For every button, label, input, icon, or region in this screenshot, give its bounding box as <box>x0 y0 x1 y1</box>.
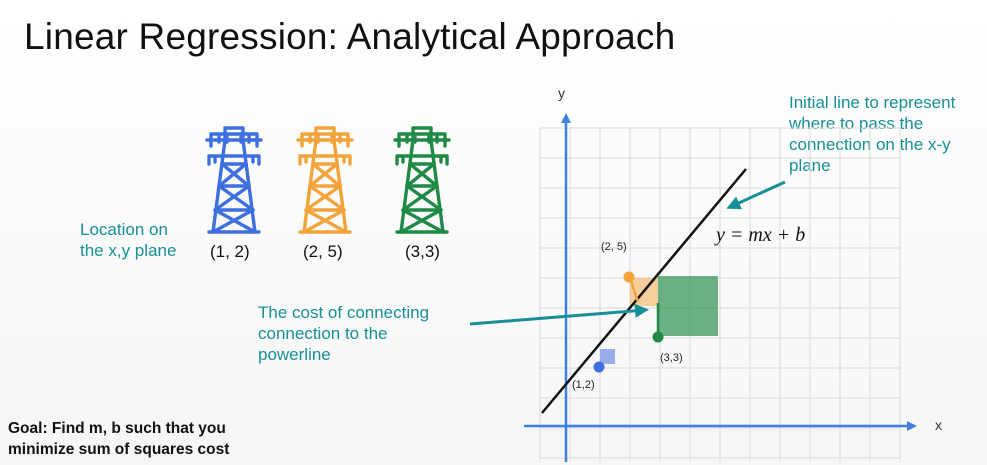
residual-2 <box>628 277 640 303</box>
line-arrow <box>726 180 786 210</box>
data-point-1 <box>593 361 605 373</box>
cost-annotation: The cost of connecting connection to the… <box>258 303 430 364</box>
power-tower-icon <box>205 126 263 234</box>
orange-power-tower-icon <box>294 124 356 236</box>
point-label-2: (2, 5) <box>601 241 627 253</box>
green-power-tower-icon <box>391 124 453 236</box>
goal-text: Goal: Find m, b such that you minimize s… <box>8 420 230 458</box>
regression-line <box>541 168 747 414</box>
data-point-2 <box>623 271 635 283</box>
x-axis-label: x <box>935 417 942 433</box>
point-label-3: (3,3) <box>660 352 683 364</box>
location-label: Location on the x,y plane <box>80 220 177 260</box>
data-point-3 <box>652 331 664 343</box>
y-axis-label: y <box>558 85 565 101</box>
blue-power-tower-icon <box>203 124 265 236</box>
cost-square-3 <box>658 276 718 336</box>
line-equation: y = mx + b <box>716 224 806 246</box>
power-tower-icon <box>393 126 451 234</box>
cost-arrow <box>469 303 649 326</box>
tower-coord-2: (2, 5) <box>303 242 343 261</box>
cost-square-1 <box>600 349 615 364</box>
tower-coord-3: (3,3) <box>405 242 440 261</box>
grid <box>539 127 901 462</box>
slide-title: Linear Regression: Analytical Approach <box>24 16 676 57</box>
tower-coord-1: (1, 2) <box>210 242 250 261</box>
power-tower-icon <box>296 126 354 234</box>
point-label-1: (1,2) <box>572 379 595 391</box>
